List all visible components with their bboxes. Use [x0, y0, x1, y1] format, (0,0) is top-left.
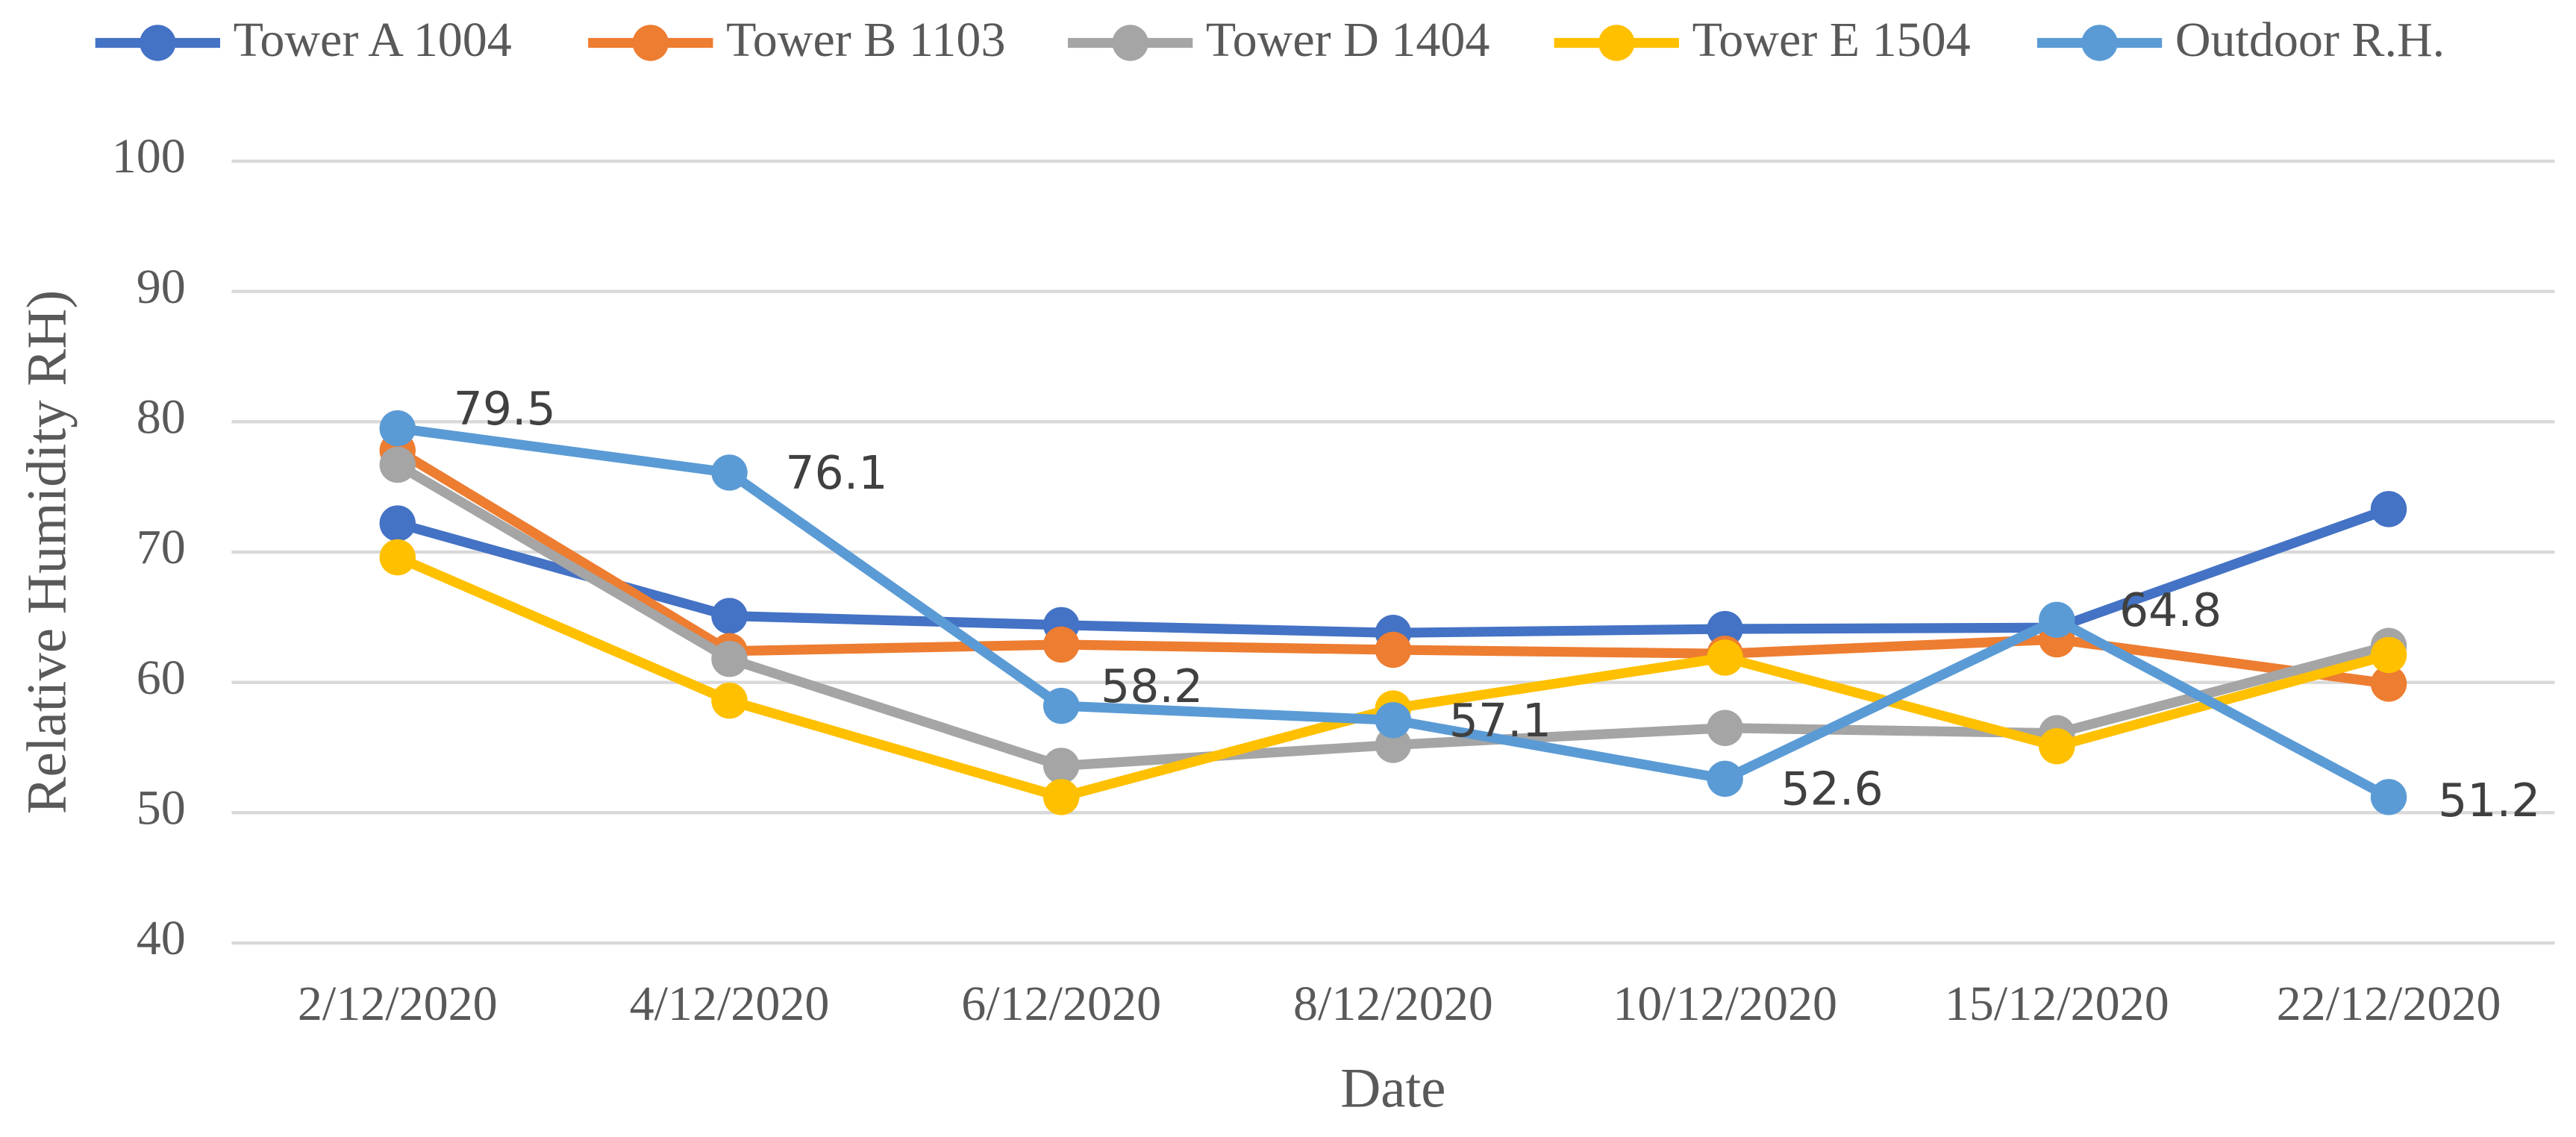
data-point [711, 598, 748, 634]
legend-marker [632, 25, 669, 61]
y-tick-label: 70 [137, 520, 186, 574]
data-point [1042, 687, 1080, 724]
y-tick-label: 60 [137, 651, 186, 705]
x-axis-title: Date [1340, 1058, 1445, 1120]
data-point [1707, 760, 1743, 798]
legend-label: Outdoor R.H. [2175, 13, 2445, 67]
data-point [1707, 639, 1743, 676]
x-tick-label: 10/12/2020 [1613, 977, 1837, 1031]
data-point [379, 505, 416, 542]
data-point [2370, 779, 2407, 815]
data-point [1707, 710, 1743, 746]
data-point [2370, 636, 2407, 674]
legend-label: Tower B 1103 [726, 13, 1005, 67]
legend-marker [1598, 25, 1635, 61]
data-point [379, 539, 416, 576]
data-point [379, 410, 416, 447]
data-point [2370, 491, 2407, 527]
y-axis-title: Relative Humidity RH) [16, 290, 78, 815]
data-point [379, 446, 416, 483]
data-point [1707, 610, 1743, 648]
legend-label: Tower D 1404 [1206, 13, 1490, 67]
data-point [1042, 626, 1080, 663]
y-tick-label: 40 [137, 911, 186, 965]
data-label: 76.1 [785, 446, 887, 500]
legend-marker [140, 25, 176, 61]
data-point [1042, 748, 1080, 784]
data-point [2370, 665, 2407, 702]
legend-marker [1112, 25, 1148, 61]
legend-label: Tower E 1504 [1692, 13, 1971, 67]
y-tick-label: 90 [137, 260, 186, 314]
data-label: 79.5 [454, 382, 556, 436]
legend-label: Tower A 1004 [234, 13, 512, 67]
data-label: 52.6 [1781, 762, 1883, 816]
data-label: 57.1 [1449, 694, 1551, 748]
data-point [711, 640, 748, 677]
data-point [711, 682, 748, 719]
y-tick-label: 80 [137, 389, 186, 444]
x-tick-label: 2/12/2020 [298, 977, 498, 1031]
x-tick-label: 15/12/2020 [1945, 977, 2169, 1031]
data-point [2039, 728, 2075, 765]
data-label: 64.8 [2119, 583, 2222, 637]
data-point [711, 454, 748, 491]
data-point [1375, 631, 1412, 668]
data-point [1375, 727, 1412, 763]
data-label: 58.2 [1101, 660, 1203, 713]
y-tick-label: 50 [137, 780, 186, 835]
data-point [1042, 779, 1080, 815]
x-tick-label: 4/12/2020 [630, 977, 830, 1031]
data-point [2039, 601, 2075, 639]
x-tick-label: 8/12/2020 [1293, 977, 1493, 1031]
x-tick-label: 6/12/2020 [961, 977, 1161, 1031]
data-point [1375, 702, 1412, 739]
series-line [396, 504, 2391, 638]
data-label: 51.2 [2438, 774, 2540, 827]
y-tick-label: 100 [112, 129, 186, 184]
legend-marker [2081, 25, 2118, 61]
x-tick-label: 22/12/2020 [2277, 977, 2501, 1031]
